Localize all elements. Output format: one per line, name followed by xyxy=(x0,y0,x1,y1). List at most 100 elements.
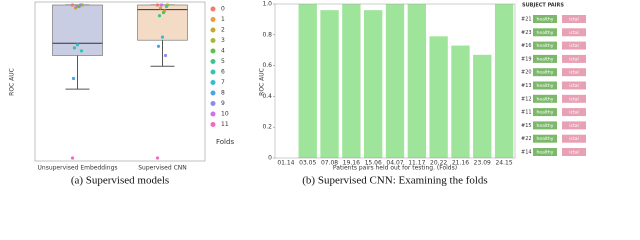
cell: ictal xyxy=(569,110,579,116)
cell: healthy xyxy=(537,83,554,89)
legend-marker xyxy=(210,6,216,12)
legend-marker xyxy=(210,111,216,117)
cell-bg xyxy=(562,41,586,50)
point xyxy=(79,49,84,53)
legend-title: Folds xyxy=(216,138,234,146)
cell-bg xyxy=(562,28,586,37)
cell-bg xyxy=(562,108,586,117)
point xyxy=(75,43,80,47)
legend-marker xyxy=(210,90,216,96)
legend-label: 7 xyxy=(221,79,225,86)
point xyxy=(159,3,164,7)
cell-bg xyxy=(562,148,586,156)
cell-bg xyxy=(533,41,557,50)
cell-bg xyxy=(533,68,557,77)
point xyxy=(160,35,165,39)
cell: ictal xyxy=(569,136,579,142)
point xyxy=(156,44,161,48)
point xyxy=(157,14,162,18)
row-id: #16 xyxy=(521,43,532,49)
legend-label: 6 xyxy=(221,69,225,76)
cell: ictal xyxy=(569,123,579,129)
point xyxy=(155,3,160,7)
cell-bg xyxy=(533,121,557,130)
x-tick-label: Unsupervised Embeddings xyxy=(38,165,118,172)
caption: (a) Supervised models xyxy=(71,175,169,187)
row-id: #19 xyxy=(521,56,532,62)
row-id: #21 xyxy=(521,17,532,23)
point xyxy=(70,3,75,7)
point xyxy=(74,4,79,9)
row-id: #14 xyxy=(521,150,532,156)
point xyxy=(71,76,76,81)
cell-bg xyxy=(533,54,557,63)
y-axis-label: ROC AUC xyxy=(9,68,16,96)
cell: healthy xyxy=(537,70,554,76)
row-id: #22 xyxy=(521,136,532,142)
x-tick-label: 01.14 xyxy=(277,160,294,167)
cell-bg xyxy=(533,148,557,156)
legend-label: 0 xyxy=(221,6,225,13)
cell: ictal xyxy=(569,30,579,36)
cell-bg xyxy=(562,94,586,103)
y-tick-label: 0.2 xyxy=(262,124,272,131)
legend-marker xyxy=(210,27,216,33)
cell: healthy xyxy=(537,136,554,142)
x-tick-label: 20.22 xyxy=(430,160,447,167)
point xyxy=(163,53,168,58)
point xyxy=(72,46,77,50)
figure: (a) Supervised models (b) Supervised CNN… xyxy=(9,1,586,187)
legend-marker xyxy=(210,59,216,64)
cell-bg xyxy=(562,15,586,23)
legend-label: 5 xyxy=(221,58,225,65)
cell-bg xyxy=(562,81,586,90)
cell-bg xyxy=(533,134,557,143)
cell: ictal xyxy=(569,83,579,89)
x-axis-label: Patients pairs held out for testing. (Fo… xyxy=(333,165,457,172)
legend-marker xyxy=(210,17,216,22)
legend-label: 9 xyxy=(221,100,225,107)
x-tick-label: 03.05 xyxy=(299,160,316,167)
x-tick-label: Supervised CNN xyxy=(138,165,187,172)
x-tick-label: 24.15 xyxy=(495,160,512,167)
y-tick-label: 0 xyxy=(268,155,272,162)
caption: (b) Supervised CNN: Examining the folds xyxy=(302,175,487,187)
point xyxy=(78,3,83,7)
legend-label: 3 xyxy=(221,37,225,44)
cell: healthy xyxy=(537,150,554,156)
cell-bg xyxy=(562,121,586,130)
legend-label: 1 xyxy=(221,16,225,23)
cell-bg xyxy=(533,108,557,117)
cell: ictal xyxy=(569,56,579,62)
legend-label: 11 xyxy=(221,121,229,128)
point xyxy=(158,6,163,10)
cell-bg xyxy=(533,94,557,103)
x-tick-label: 15.06 xyxy=(365,160,382,167)
cell: healthy xyxy=(537,96,554,102)
cell: ictal xyxy=(569,17,579,23)
cell-bg xyxy=(562,68,586,77)
row-id: #11 xyxy=(521,110,532,116)
row-id: #20 xyxy=(521,70,532,76)
cell-bg xyxy=(533,81,557,90)
bar xyxy=(451,45,470,158)
legend-label: 2 xyxy=(221,27,225,34)
box xyxy=(52,4,103,56)
row-id: #12 xyxy=(521,96,532,102)
cell-bg xyxy=(533,28,557,37)
cell: healthy xyxy=(537,17,554,23)
box xyxy=(137,4,188,41)
point xyxy=(161,11,166,15)
x-tick-label: 19.16 xyxy=(343,160,360,167)
x-tick-label: 23.09 xyxy=(474,160,491,167)
legend-marker xyxy=(210,122,216,127)
cell: healthy xyxy=(537,43,554,49)
legend-marker xyxy=(210,48,216,54)
point xyxy=(155,156,160,160)
cell: ictal xyxy=(569,43,579,49)
bar xyxy=(494,4,514,158)
x-tick-label: 11.17 xyxy=(408,160,425,167)
y-tick-label: 0.6 xyxy=(262,62,272,69)
cell: ictal xyxy=(569,70,579,76)
bar xyxy=(342,4,361,158)
